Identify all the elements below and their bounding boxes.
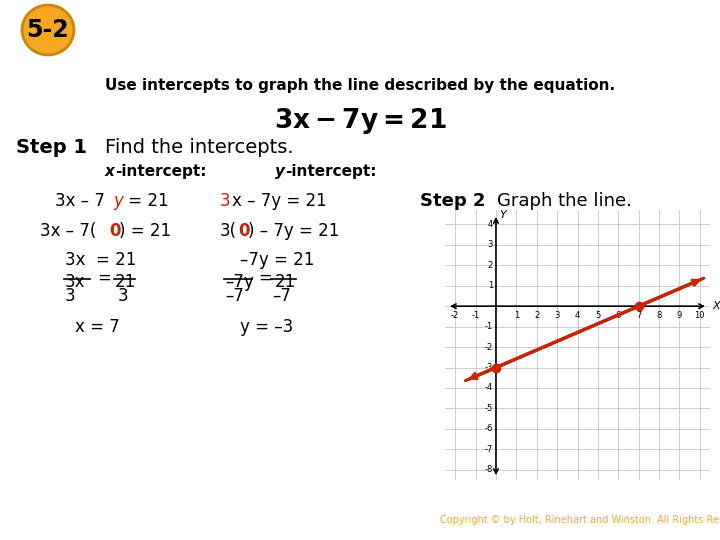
Text: -5: -5 <box>485 404 493 413</box>
Text: X: X <box>712 301 720 311</box>
Text: 0: 0 <box>238 222 250 240</box>
Text: 7: 7 <box>636 311 642 320</box>
Text: -4: -4 <box>485 383 493 393</box>
Text: -2: -2 <box>485 342 493 352</box>
Text: Step 2: Step 2 <box>420 192 485 210</box>
Text: 8: 8 <box>657 311 662 320</box>
Text: -intercept:: -intercept: <box>115 165 207 179</box>
Ellipse shape <box>22 5 74 55</box>
Text: x = 7: x = 7 <box>75 319 120 336</box>
Text: 6: 6 <box>616 311 621 320</box>
Text: Use intercepts to graph the line described by the equation.: Use intercepts to graph the line describ… <box>105 78 615 93</box>
Text: =: = <box>97 268 111 286</box>
Text: 21: 21 <box>275 273 296 291</box>
Text: -1: -1 <box>472 311 480 320</box>
Text: -1: -1 <box>485 322 493 331</box>
Text: -7: -7 <box>485 445 493 454</box>
Text: y = –3: y = –3 <box>240 319 293 336</box>
Text: 2: 2 <box>534 311 539 320</box>
Text: 3x: 3x <box>65 273 86 291</box>
Text: Holt Algebra 1: Holt Algebra 1 <box>10 514 111 526</box>
Text: -intercept:: -intercept: <box>285 165 377 179</box>
Text: Step 1: Step 1 <box>16 138 87 157</box>
Text: y: y <box>275 165 285 179</box>
Text: -6: -6 <box>485 424 493 434</box>
Text: –7y = 21: –7y = 21 <box>240 251 315 269</box>
Text: 1: 1 <box>487 281 493 290</box>
Text: Copyright © by Holt, Rinehart and Winston. All Rights Reserved.: Copyright © by Holt, Rinehart and Winsto… <box>440 515 720 525</box>
Text: 4: 4 <box>575 311 580 320</box>
Text: 3: 3 <box>220 192 230 210</box>
Text: 1: 1 <box>514 311 519 320</box>
Text: 21: 21 <box>115 273 136 291</box>
Text: 10: 10 <box>695 311 705 320</box>
Text: 9: 9 <box>677 311 682 320</box>
Text: 3x – 7: 3x – 7 <box>55 192 105 210</box>
Text: =: = <box>258 268 272 286</box>
Text: 3: 3 <box>118 287 129 305</box>
Text: 4: 4 <box>487 220 493 229</box>
Text: 2: 2 <box>487 261 493 270</box>
Text: –7: –7 <box>272 287 291 305</box>
Text: Y: Y <box>499 210 505 220</box>
Text: ) = 21: ) = 21 <box>119 222 171 240</box>
Text: –7y: –7y <box>225 273 253 291</box>
Text: 3: 3 <box>487 240 493 249</box>
Text: ) – 7y = 21: ) – 7y = 21 <box>248 222 339 240</box>
Text: -3: -3 <box>485 363 493 372</box>
Text: 3x  = 21: 3x = 21 <box>65 251 136 269</box>
Text: y: y <box>113 192 123 210</box>
Text: 3: 3 <box>554 311 560 320</box>
Text: = 21: = 21 <box>123 192 168 210</box>
Text: x – 7y = 21: x – 7y = 21 <box>232 192 327 210</box>
Text: 0: 0 <box>109 222 120 240</box>
Text: x: x <box>105 165 115 179</box>
Text: –7: –7 <box>225 287 244 305</box>
Text: 3x – 7(: 3x – 7( <box>40 222 96 240</box>
Text: Using Intercepts: Using Intercepts <box>110 16 369 44</box>
Text: $\bf{3x - 7y = 21}$: $\bf{3x - 7y = 21}$ <box>274 106 446 136</box>
Text: -2: -2 <box>451 311 459 320</box>
Text: 3: 3 <box>65 287 76 305</box>
Text: -8: -8 <box>485 465 493 474</box>
Text: 3(: 3( <box>220 222 237 240</box>
Text: Graph the line.: Graph the line. <box>497 192 632 210</box>
Text: 5-2: 5-2 <box>27 18 69 42</box>
Text: Find the intercepts.: Find the intercepts. <box>105 138 294 157</box>
Text: 5: 5 <box>595 311 600 320</box>
